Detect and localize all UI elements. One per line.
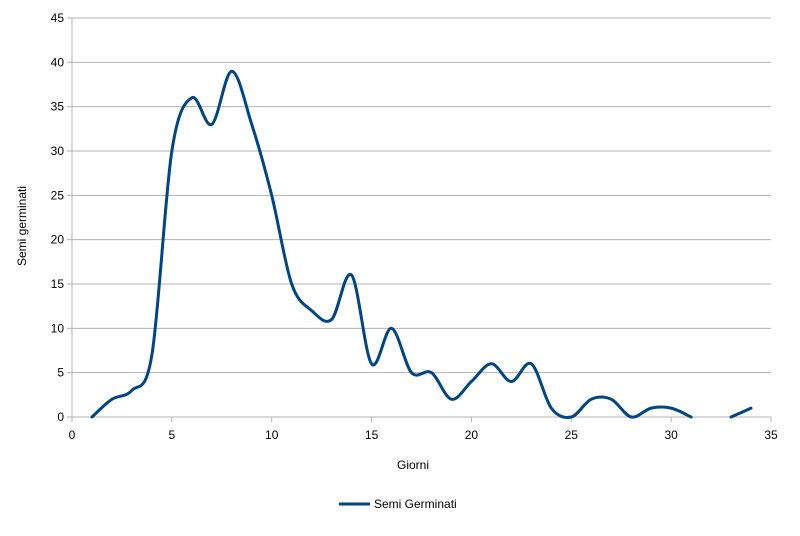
data-point: [90, 416, 93, 419]
x-tick-label: 30: [664, 428, 678, 442]
y-tick-label: 0: [57, 410, 64, 424]
x-tick-label: 15: [365, 428, 379, 442]
data-point: [350, 274, 353, 277]
y-axis-title: Semi germinati: [15, 186, 29, 266]
axes: [67, 17, 772, 422]
data-point: [750, 407, 753, 410]
x-tick-labels: 0 5 10 15 20 25 30 35: [69, 428, 778, 442]
y-tick-label: 30: [51, 144, 65, 158]
series-line: [90, 69, 693, 419]
data-point: [470, 380, 473, 383]
y-tick-label: 25: [51, 188, 65, 202]
data-point: [230, 70, 233, 73]
data-point: [290, 283, 293, 286]
data-point: [490, 362, 493, 365]
y-tick-label: 35: [51, 100, 65, 114]
y-tick-label: 40: [51, 55, 65, 69]
data-point: [550, 407, 553, 410]
y-tick-label: 45: [51, 11, 65, 25]
data-point: [510, 380, 513, 383]
data-point: [670, 407, 673, 410]
data-point: [270, 194, 273, 197]
x-axis-title: Giorni: [397, 458, 429, 472]
data-point: [190, 96, 193, 99]
data-point: [610, 398, 613, 401]
data-point: [210, 123, 213, 126]
data-point: [310, 309, 313, 312]
data-point: [530, 362, 533, 365]
data-point: [370, 362, 373, 365]
data-point: [330, 318, 333, 321]
data-point: [130, 389, 133, 392]
series-lines: [90, 69, 753, 419]
x-tick-label: 20: [465, 428, 479, 442]
data-point: [170, 150, 173, 153]
data-point: [430, 371, 433, 374]
data-point: [110, 398, 113, 401]
x-tick-label: 35: [764, 428, 778, 442]
y-tick-label: 10: [51, 321, 65, 335]
data-point: [570, 416, 573, 419]
data-point: [450, 398, 453, 401]
data-point: [730, 416, 733, 419]
data-point: [650, 407, 653, 410]
data-point: [250, 123, 253, 126]
x-tick-label: 25: [565, 428, 579, 442]
y-tick-label: 15: [51, 277, 65, 291]
gridlines: [72, 17, 771, 374]
data-point: [390, 327, 393, 330]
data-point: [630, 416, 633, 419]
legend-entry: Semi Germinati: [374, 497, 457, 511]
x-tick-label: 0: [69, 428, 76, 442]
x-tick-label: 5: [169, 428, 176, 442]
data-point: [410, 371, 413, 374]
data-point: [590, 398, 593, 401]
legend: Semi Germinati: [339, 497, 457, 511]
y-tick-label: 20: [51, 233, 65, 247]
x-tick-label: 10: [265, 428, 279, 442]
series-line: [729, 406, 753, 419]
data-point: [690, 416, 693, 419]
y-tick-labels: 0 5 10 15 20 25 30 35 40 45: [51, 11, 65, 424]
y-tick-label: 5: [57, 366, 64, 380]
data-point: [150, 353, 153, 356]
